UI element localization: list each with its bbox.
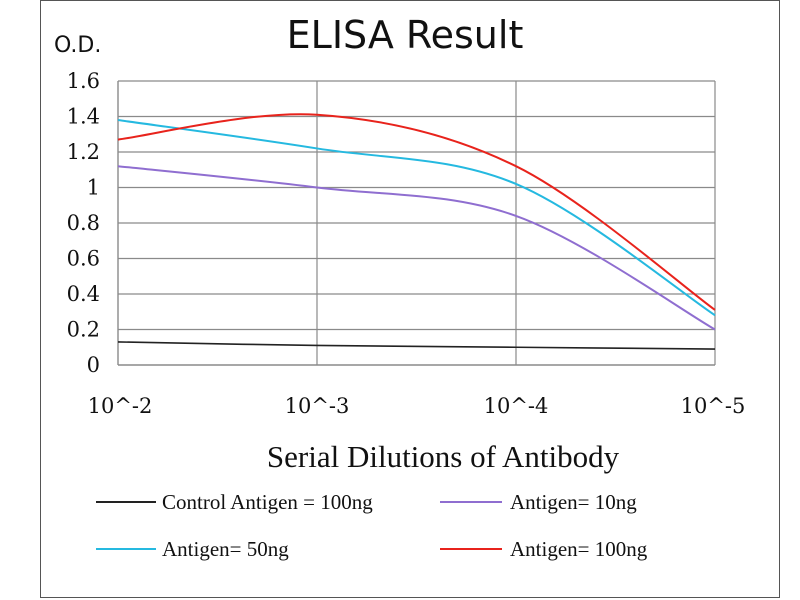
- series-line-1: [117, 341, 716, 350]
- y-tick-label: 0.2: [67, 318, 100, 342]
- legend-label: Antigen= 10ng: [510, 490, 637, 514]
- y-tick-label: 0.8: [67, 211, 100, 235]
- legend-label: Control Antigen = 100ng: [162, 490, 373, 514]
- series-line-2: [117, 165, 716, 331]
- y-tick-label: 0.4: [67, 282, 100, 306]
- legend-label: Antigen= 100ng: [510, 537, 648, 561]
- x-tick-label: 10^-5: [681, 394, 746, 418]
- y-tick-label: 0.6: [67, 247, 100, 271]
- y-tick-label: 1: [87, 176, 100, 200]
- chart-title: ELISA Result: [287, 13, 524, 57]
- chart-frame: [40, 0, 780, 598]
- x-tick-label: 10^-2: [88, 394, 153, 418]
- y-tick-labels: 0 0.2 0.4 0.6 0.8 1 1.2 1.4 1.6: [67, 69, 100, 377]
- x-tick-labels: 10^-2 10^-3 10^-4 10^-5: [88, 394, 746, 418]
- y-tick-label: 0: [87, 353, 100, 377]
- x-tick-label: 10^-3: [285, 394, 350, 418]
- x-tick-label: 10^-4: [484, 394, 549, 418]
- series-line-4: [117, 113, 716, 311]
- series-layer: [117, 113, 716, 350]
- legend: Control Antigen = 100ng Antigen= 10ng Anti…: [96, 490, 648, 561]
- y-tick-label: 1.2: [67, 140, 100, 164]
- grid-layer: [117, 80, 716, 366]
- series-line-3: [117, 119, 716, 317]
- y-tick-label: 1.4: [67, 105, 100, 129]
- y-axis-label: O.D.: [54, 33, 101, 58]
- y-tick-label: 1.6: [67, 69, 100, 93]
- x-axis-label: Serial Dilutions of Antibody: [267, 439, 620, 474]
- legend-label: Antigen= 50ng: [162, 537, 289, 561]
